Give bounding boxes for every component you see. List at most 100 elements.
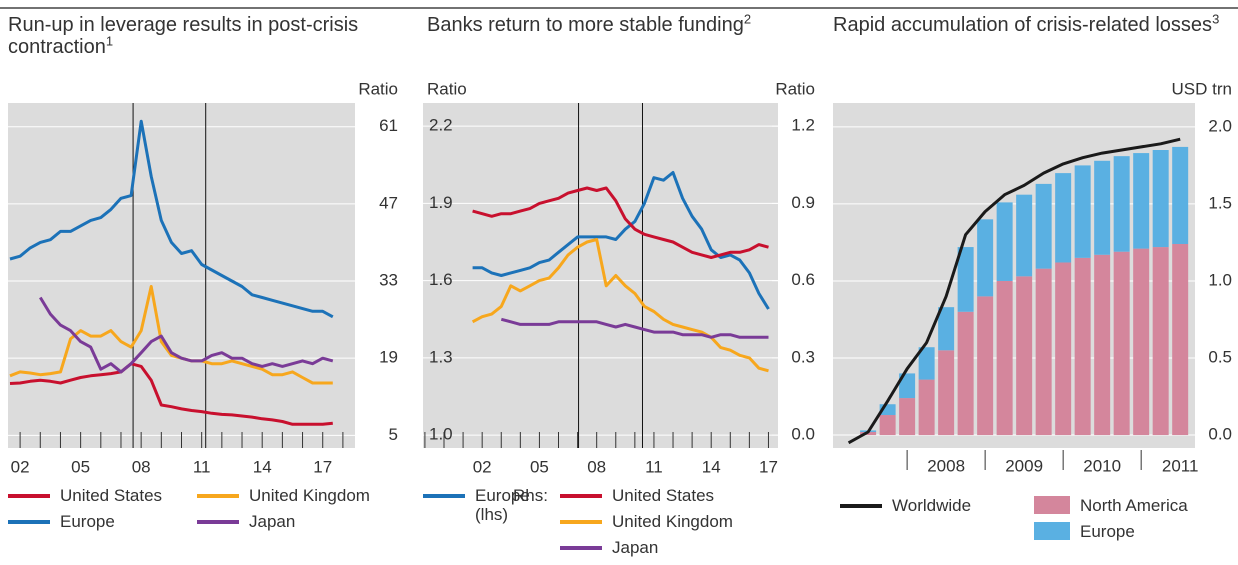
x-tick-label: 02 [473, 457, 492, 476]
bar-segment [938, 350, 955, 436]
legend-marker [1034, 496, 1070, 514]
y2-tick-label: 0.3 [791, 347, 815, 366]
bar-segment [996, 202, 1013, 281]
y-tick-label: 1.5 [1208, 193, 1232, 212]
legend-item: United Kingdom [197, 486, 370, 505]
bar-segment [1016, 276, 1033, 436]
bar-segment [1016, 194, 1033, 277]
y-tick-label: 5 [389, 425, 398, 444]
legend-label: Europe [1080, 522, 1135, 541]
y-tick-label: 2.0 [1208, 116, 1232, 135]
x-tick-label: 02 [11, 457, 30, 476]
legend-item: Europe (lhs) [423, 486, 545, 524]
y2-tick-label: 0.9 [791, 193, 815, 212]
legend-label: United States [60, 486, 163, 505]
y-tick-label: 2.2 [429, 116, 453, 135]
x-tick-label: 11 [645, 457, 663, 476]
y-tick-label: 1.9 [429, 193, 453, 212]
chart-title: Rapid accumulation of crisis-related los… [833, 11, 1228, 36]
legend-item: North America [1034, 496, 1188, 515]
bar-segment [977, 219, 994, 297]
bar-segment [1094, 254, 1111, 436]
y2-tick-label: 0.6 [791, 270, 815, 289]
line-series [39, 296, 334, 374]
bar-segment [879, 404, 896, 416]
line-series [9, 362, 333, 426]
y-tick-label: 1.0 [429, 425, 453, 444]
legend-label: Japan [249, 512, 296, 531]
legend-label: Europe (lhs) [475, 486, 530, 524]
y2-axis-label: Ratio [775, 79, 815, 98]
bar-segment [1055, 173, 1072, 263]
y-tick-label: 1.0 [1208, 270, 1232, 289]
legend-item: Japan [197, 512, 295, 531]
bar-segment [1113, 156, 1130, 252]
bar-segment [957, 311, 974, 436]
bar-segment [977, 296, 994, 436]
y-tick-label: 1.6 [429, 270, 453, 289]
bar-segment [1094, 160, 1111, 255]
line-series [847, 137, 1181, 445]
x-tick-label: 08 [587, 457, 606, 476]
bar-segment [1172, 146, 1189, 244]
bar-segment [938, 307, 955, 351]
bar-segment [899, 398, 916, 436]
plot-area [8, 103, 355, 448]
y-tick-label: 47 [379, 193, 398, 212]
y2-tick-label: 0.0 [791, 425, 815, 444]
y-tick-label: 33 [379, 270, 398, 289]
legend-item: United Kingdom [560, 512, 733, 531]
bar-segment [1074, 165, 1091, 258]
y-tick-label: 1.3 [429, 347, 453, 366]
title-text: Banks return to more stable funding [427, 14, 744, 36]
legend-item: Japan [560, 538, 658, 557]
line-series [9, 119, 334, 319]
legend-label: North America [1080, 496, 1188, 515]
x-tick-label: 2011 [1162, 456, 1199, 475]
bar-segment [879, 415, 896, 436]
legend-marker [560, 494, 602, 498]
line-series [9, 285, 333, 385]
plot-area [423, 103, 778, 448]
legend-item: United States [560, 486, 714, 505]
y-axis-label: Ratio [358, 79, 398, 98]
legend-label: Worldwide [892, 496, 972, 515]
legend-label: Japan [612, 538, 659, 557]
bar-segment [996, 280, 1013, 436]
bar-segment [1074, 257, 1091, 436]
legend-marker [8, 494, 50, 498]
legend-item: Worldwide [840, 496, 971, 515]
title-note: 3 [1212, 11, 1220, 27]
bar-segment [1152, 149, 1169, 248]
bar-segment [1152, 247, 1169, 436]
legend-item: Europe [1034, 522, 1135, 541]
bar-segment [899, 373, 916, 399]
y2-tick-label: 1.2 [791, 116, 815, 135]
x-tick-label: 11 [193, 457, 211, 476]
legend-marker [560, 520, 602, 524]
bar-segment [918, 379, 935, 436]
legend-label: United Kingdom [249, 486, 370, 505]
bar-segment [1172, 243, 1189, 436]
x-tick-label: 08 [132, 457, 151, 476]
legend-label: United Kingdom [612, 512, 733, 531]
legend-marker [197, 520, 239, 524]
bar-segment [1035, 268, 1052, 436]
chart-title: Banks return to more stable funding2 [427, 12, 827, 36]
legend-marker [197, 494, 239, 498]
line-series [472, 186, 769, 259]
x-tick-label: 2008 [927, 456, 965, 475]
bar-segment [1133, 248, 1150, 436]
legend-marker [1034, 522, 1070, 540]
x-tick-label: 14 [253, 457, 272, 476]
legend-label: Europe [60, 512, 115, 531]
y-axis-label: Ratio [427, 79, 467, 98]
x-tick-label: 05 [71, 457, 90, 476]
legend-item: Europe [8, 512, 115, 531]
title-text: Run-up in leverage results in post-crisi… [8, 14, 359, 58]
x-tick-label: 2009 [1005, 456, 1043, 475]
chart-title: Run-up in leverage results in post-crisi… [8, 14, 383, 58]
y-tick-label: 0.0 [1208, 425, 1232, 444]
